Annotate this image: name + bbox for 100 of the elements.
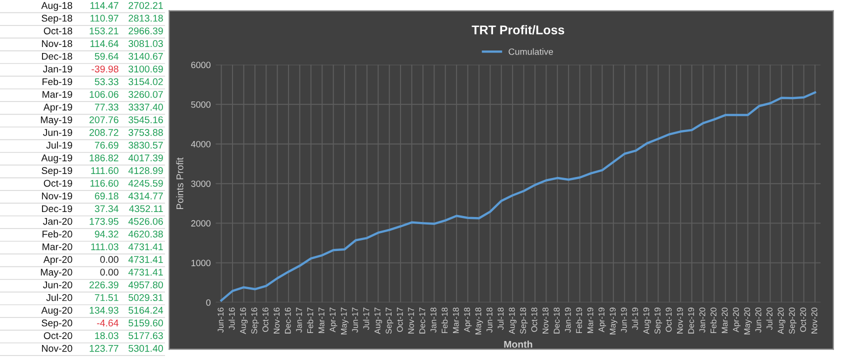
data-label: 4017.39	[128, 154, 163, 162]
category-label: May-19	[40, 116, 72, 126]
x-tick-label: Apr-18	[464, 308, 472, 332]
x-tick-label: Feb-20	[710, 308, 716, 333]
x-tick-label: Jan-17	[296, 308, 302, 333]
x-tick-label: Oct-19	[666, 308, 672, 332]
data-label: 5177.63	[128, 332, 163, 340]
data-label: 4731.41	[128, 268, 163, 276]
data-label: 111.60	[91, 167, 118, 174]
x-tick-label: Jun-18	[486, 308, 492, 333]
category-label: Sep-19	[42, 167, 72, 176]
legend-label: Cumulative	[508, 48, 553, 55]
category-label: Aug-18	[41, 2, 72, 11]
category-label: Aug-19	[41, 154, 72, 164]
data-label: 4352.11	[129, 205, 163, 212]
category-label: Feb-20	[42, 230, 72, 238]
x-tick-label: Apr-20	[732, 308, 740, 332]
data-label: 4314.77	[128, 192, 163, 200]
data-label: 37.34	[94, 205, 118, 212]
x-tick-label: Aug-16	[240, 308, 248, 334]
line-series	[220, 91, 816, 302]
x-axis-title: Month	[504, 340, 532, 348]
data-label: 5164.24	[128, 306, 164, 314]
category-label: Feb-19	[42, 78, 72, 86]
x-tick-label: Jun-17	[352, 308, 358, 333]
data-label: 134.93	[90, 306, 118, 314]
x-tick-label: Dec-17	[419, 308, 426, 334]
data-label: 153.21	[90, 27, 118, 34]
data-label: 4526.06	[128, 218, 163, 225]
x-tick-label: Aug-19	[643, 308, 651, 334]
x-tick-label: Feb-19	[576, 308, 582, 333]
chart-title: TRT Profit/Loss	[472, 25, 564, 34]
x-tick-label: May-19	[610, 308, 618, 334]
data-label: 208.72	[90, 129, 118, 136]
data-label: 69.18	[94, 192, 118, 200]
data-label: 111.03	[91, 243, 118, 250]
data-label: 59.64	[94, 52, 118, 60]
data-label: 110.97	[90, 14, 118, 22]
x-tick-label: Oct-18	[531, 308, 538, 332]
category-label: Dec-19	[42, 205, 72, 212]
data-label: 53.33	[94, 78, 118, 86]
category-label: Apr-19	[43, 104, 72, 112]
data-label: 4731.41	[128, 243, 163, 250]
category-label: Oct-18	[44, 27, 72, 34]
data-label: -4.64	[97, 320, 118, 326]
x-tick-label: Jan-18	[430, 308, 436, 333]
category-label: Sep-18	[42, 14, 72, 24]
x-tick-label: Oct-20	[800, 308, 806, 332]
x-tick-label: Feb-17	[307, 308, 314, 333]
data-label: 3337.40	[128, 104, 163, 111]
x-tick-label: Mar-17	[318, 308, 324, 333]
data-label: 3545.16	[128, 116, 163, 124]
x-tick-label: Apr-19	[598, 308, 606, 332]
x-tick-label: Mar-19	[587, 308, 594, 333]
x-tick-label: Oct-16	[262, 308, 268, 332]
data-label: 3753.88	[128, 129, 163, 136]
category-label: Jan-19	[43, 66, 72, 72]
x-tick-label: Dec-18	[554, 308, 560, 334]
x-tick-label: May-17	[340, 308, 348, 334]
x-tick-label: Sep-20	[788, 308, 796, 334]
data-label: -39.98	[92, 66, 118, 72]
category-label: Mar-20	[42, 243, 72, 250]
x-tick-label: Nov-17	[408, 308, 414, 334]
data-label: 226.39	[90, 281, 118, 288]
category-label: Nov-18	[42, 40, 72, 48]
data-label: 114.47	[90, 2, 118, 9]
x-tick-label: Mar-18	[452, 308, 459, 333]
data-label: 71.51	[94, 294, 118, 302]
data-label: 4245.59	[128, 180, 163, 187]
data-label: 4620.38	[128, 230, 163, 238]
category-label: Dec-18	[42, 52, 72, 60]
x-tick-label: May-20	[744, 308, 752, 334]
data-label: 94.32	[94, 230, 118, 238]
x-tick-label: Jul-17	[363, 308, 370, 330]
x-tick-label: Feb-18	[441, 308, 448, 333]
data-label: 2813.18	[128, 14, 163, 22]
data-label: 4957.80	[128, 281, 163, 288]
data-label: 5159.60	[128, 320, 163, 326]
y-tick-label: 0	[206, 299, 211, 306]
x-tick-label: May-18	[475, 308, 483, 334]
x-tick-label: Dec-19	[688, 308, 694, 334]
data-label: 76.69	[94, 142, 118, 149]
data-label: 3081.03	[128, 40, 163, 48]
category-label: Jun-19	[43, 129, 72, 136]
x-tick-label: Sep-16	[251, 308, 259, 334]
x-tick-label: Apr-17	[330, 308, 338, 332]
data-label: 5301.40	[128, 344, 163, 352]
x-tick-label: Oct-17	[396, 308, 403, 332]
x-tick-label: Jun-19	[620, 308, 627, 333]
x-tick-label: Nov-20	[811, 308, 818, 334]
data-label: 114.64	[90, 40, 118, 48]
x-tick-label: Nov-19	[676, 308, 683, 334]
x-tick-label: Jul-18	[497, 308, 504, 330]
x-tick-label: Jun-16	[218, 308, 224, 333]
y-tick-label: 1000	[191, 260, 211, 266]
data-label: 77.33	[94, 104, 118, 111]
data-label: 0.00	[100, 268, 118, 276]
category-label: Nov-20	[42, 344, 72, 352]
data-label: 3830.57	[128, 142, 163, 149]
x-tick-label: Nov-16	[274, 308, 280, 334]
